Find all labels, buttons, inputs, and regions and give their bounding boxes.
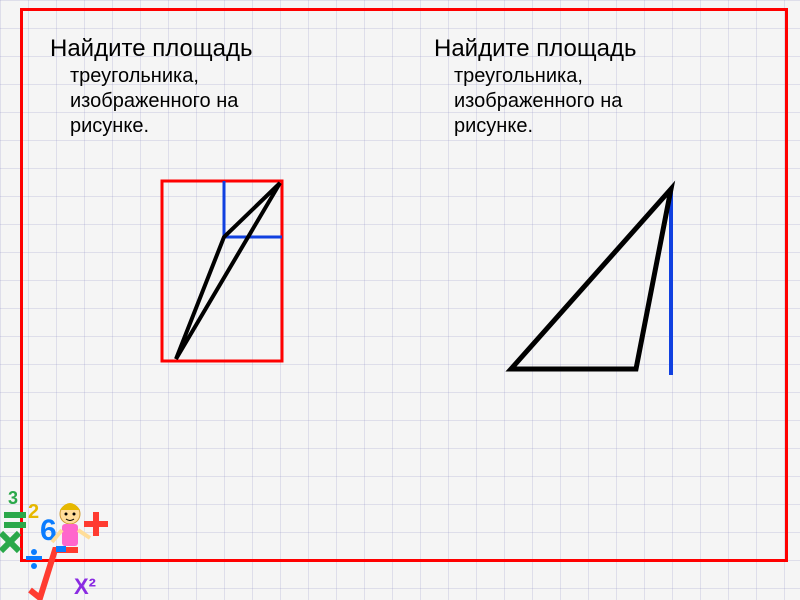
right-figure [501, 179, 711, 379]
right-triangle [511, 189, 671, 369]
right-title: Найдите площадь [434, 34, 778, 64]
right-figure-area [434, 179, 778, 379]
divide-icon [26, 549, 42, 569]
cartoon-child [52, 503, 90, 552]
left-line2: треугольника, [50, 64, 394, 89]
x-squared: X² [74, 574, 96, 599]
right-line3: изображенного на [434, 89, 778, 114]
right-problem: Найдите площадь треугольника, изображенн… [404, 8, 788, 562]
plus-icon [84, 512, 108, 536]
left-title: Найдите площадь [50, 34, 394, 64]
left-line3: изображенного на [50, 89, 394, 114]
left-problem: Найдите площадь треугольника, изображенн… [20, 8, 404, 562]
equals-icon [4, 512, 26, 528]
left-triangle [176, 183, 280, 359]
digit-3: 3 [8, 490, 18, 508]
multiply-icon [1, 533, 19, 551]
left-line4: рисунке. [50, 114, 394, 139]
math-cartoon-icon: 2 3 6 X² [0, 490, 130, 600]
right-line2: треугольника, [434, 64, 778, 89]
digit-2: 2 [28, 501, 39, 523]
left-figure-area [50, 179, 394, 363]
right-line4: рисунке. [434, 114, 778, 139]
left-figure [160, 179, 284, 363]
content-area: Найдите площадь треугольника, изображенн… [20, 8, 788, 562]
